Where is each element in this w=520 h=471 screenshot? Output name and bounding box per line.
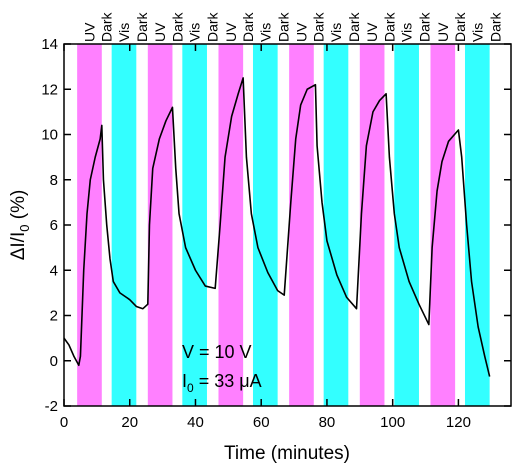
data-line bbox=[63, 77, 491, 377]
region-band bbox=[464, 44, 490, 406]
region-label: Dark bbox=[99, 11, 115, 42]
annotation-sub: 0 bbox=[187, 381, 194, 395]
region-band bbox=[218, 44, 244, 406]
region-label: Vis bbox=[187, 23, 203, 42]
region-band bbox=[394, 44, 419, 406]
region-label: Dark bbox=[381, 11, 397, 42]
x-tick-label: 100 bbox=[380, 414, 405, 431]
region-label: UV bbox=[152, 22, 168, 42]
region-label: Vis bbox=[328, 23, 344, 42]
x-tick-label: 120 bbox=[446, 414, 471, 431]
annotation: V = 10 V bbox=[182, 342, 252, 362]
region-label: Dark bbox=[134, 11, 150, 42]
region-label: Dark bbox=[275, 11, 291, 42]
region-label: Dark bbox=[487, 11, 503, 42]
y-label-main: ΔI/I bbox=[8, 232, 29, 261]
x-tick-label: 0 bbox=[60, 414, 68, 431]
region-band bbox=[111, 44, 137, 406]
region-label: Vis bbox=[469, 23, 485, 42]
y-axis-label: ΔI/I0 (%) bbox=[8, 190, 32, 261]
regions bbox=[77, 44, 490, 406]
region-band bbox=[323, 44, 349, 406]
region-band bbox=[147, 44, 173, 406]
y-tick-label: 2 bbox=[50, 308, 58, 325]
region-label: Dark bbox=[311, 11, 327, 42]
region-label: Vis bbox=[116, 23, 132, 42]
x-tick-label: 60 bbox=[253, 414, 270, 431]
region-band bbox=[252, 44, 278, 406]
region-label: UV bbox=[223, 22, 239, 42]
y-label-sub: 0 bbox=[17, 225, 32, 232]
y-tick-label: -2 bbox=[45, 398, 58, 415]
region-band bbox=[289, 44, 314, 406]
region-label: Vis bbox=[257, 23, 273, 42]
annotation: I0 = 33 μA bbox=[182, 371, 262, 395]
region-label: Vis bbox=[399, 23, 415, 42]
region-label: Dark bbox=[346, 11, 362, 42]
y-tick-label: 12 bbox=[41, 81, 58, 98]
region-label: Dark bbox=[452, 11, 468, 42]
y-tick-label: 6 bbox=[50, 217, 58, 234]
y-tick-label: 8 bbox=[50, 172, 58, 189]
y-tick-label: 10 bbox=[41, 127, 58, 144]
region-label: UV bbox=[435, 22, 451, 42]
region-label: UV bbox=[81, 22, 97, 42]
region-label: Dark bbox=[240, 11, 256, 42]
annotation-main: I bbox=[182, 371, 187, 391]
y-label-tail: (%) bbox=[8, 190, 29, 225]
region-band bbox=[182, 44, 207, 406]
y-tick-label: 0 bbox=[50, 353, 58, 370]
x-tick-label: 20 bbox=[121, 414, 138, 431]
region-band bbox=[359, 44, 385, 406]
x-tick-label: 80 bbox=[319, 414, 336, 431]
x-axis-label: Time (minutes) bbox=[224, 443, 350, 464]
x-tick-label: 40 bbox=[187, 414, 204, 431]
y-tick-label: 4 bbox=[50, 262, 58, 279]
y-tick-label: 14 bbox=[41, 36, 58, 53]
annotation-tail: = 33 μA bbox=[194, 371, 262, 391]
plot-frame bbox=[63, 43, 512, 407]
region-label: Dark bbox=[205, 11, 221, 42]
region-label: UV bbox=[364, 22, 380, 42]
region-label: UV bbox=[293, 22, 309, 42]
region-label: Dark bbox=[417, 11, 433, 42]
region-label: Dark bbox=[169, 11, 185, 42]
